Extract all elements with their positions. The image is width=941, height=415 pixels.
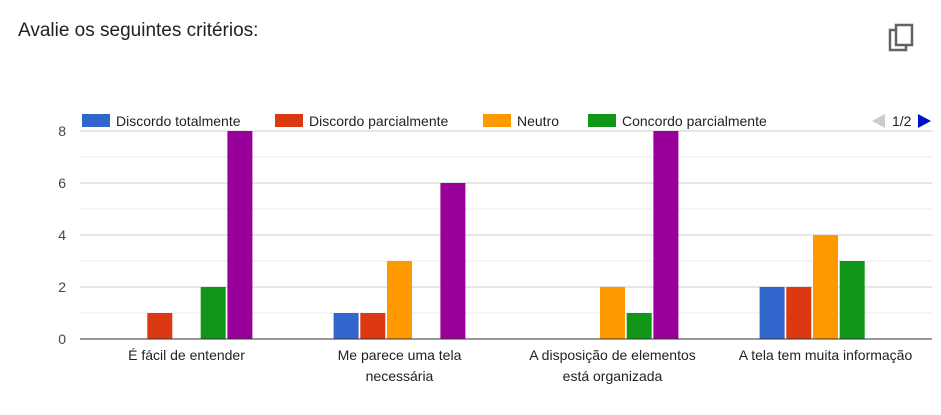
legend-label: Concordo parcialmente [622, 113, 767, 129]
legend-label: Discordo totalmente [116, 113, 241, 129]
bar [147, 313, 173, 339]
x-tick-label: necessária [366, 368, 434, 384]
bar [653, 131, 679, 339]
bar [440, 183, 466, 339]
bar [839, 261, 865, 339]
y-tick-label: 8 [58, 123, 66, 139]
legend-swatch [275, 114, 303, 127]
legend-swatch [588, 114, 616, 127]
x-tick-label: A tela tem muita informação [739, 347, 913, 363]
copy-chart-button[interactable] [886, 22, 918, 56]
x-tick-label: É fácil de entender [128, 347, 245, 363]
legend-label: Neutro [517, 113, 559, 129]
bar [626, 313, 652, 339]
bar [227, 131, 253, 339]
bar [387, 261, 412, 339]
y-tick-label: 4 [58, 227, 66, 243]
x-tick-label: Me parece uma tela [338, 347, 462, 363]
legend-swatch [82, 114, 110, 127]
y-tick-label: 2 [58, 279, 66, 295]
bar [200, 287, 226, 339]
x-tick-label: A disposição de elementos [529, 347, 696, 363]
bar [759, 287, 785, 339]
y-tick-label: 0 [58, 331, 66, 347]
x-tick-label: está organizada [563, 368, 663, 384]
legend-swatch [483, 114, 511, 127]
legend-label: Discordo parcialmente [309, 113, 448, 129]
bar [333, 313, 359, 339]
triangle-right-icon[interactable] [918, 114, 931, 128]
bar [813, 235, 838, 339]
bar [600, 287, 625, 339]
bar [360, 313, 386, 339]
legend-page-indicator: 1/2 [892, 113, 912, 129]
bar [786, 287, 812, 339]
triangle-left-icon [872, 114, 885, 128]
y-tick-label: 6 [58, 175, 66, 191]
page-title: Avalie os seguintes critérios: [18, 20, 259, 41]
copy-icon [888, 23, 914, 52]
